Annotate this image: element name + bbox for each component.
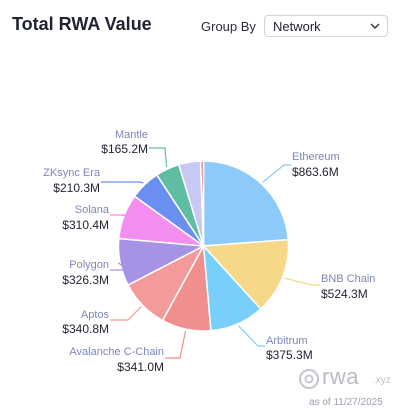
chevron-down-icon xyxy=(370,23,380,29)
slice-label-name: BNB Chain xyxy=(321,273,375,285)
group-by-select[interactable]: Network xyxy=(264,15,388,37)
leader-line xyxy=(284,277,320,286)
group-by-value: Network xyxy=(273,19,321,34)
slice-label-value: $165.2M xyxy=(101,142,148,156)
slice-label-name: Avalanche C-Chain xyxy=(69,346,164,358)
leader-line xyxy=(237,325,265,347)
chart-title: Total RWA Value xyxy=(12,14,152,34)
slice-label-value: $341.0M xyxy=(117,360,164,374)
slice-label-name: Polygon xyxy=(69,259,109,271)
slice-label-name: Mantle xyxy=(115,129,148,141)
slice-label-value: $524.3M xyxy=(321,287,368,301)
watermark-brand: rwa xyxy=(322,364,359,389)
slice-label-value: $310.4M xyxy=(62,218,109,232)
slice-label-value: $863.6M xyxy=(292,165,339,179)
leader-line xyxy=(149,147,168,168)
slice-label-name: Solana xyxy=(75,204,110,216)
leader-line xyxy=(165,331,187,359)
slice-label-name: Ethereum xyxy=(292,151,340,163)
leader-line xyxy=(262,164,291,183)
leader-line xyxy=(110,214,131,217)
slice-label-value: $326.3M xyxy=(62,273,109,287)
pie-slice-other-10[interactable] xyxy=(199,160,205,247)
leader-line xyxy=(110,262,130,271)
watermark-suffix: .xyz xyxy=(373,375,391,386)
slice-label-name: Arbitrum xyxy=(266,335,308,347)
leader-line xyxy=(101,181,144,184)
slice-label-name: ZKsync Era xyxy=(43,167,101,179)
pie-slice-ethereum[interactable] xyxy=(202,160,290,247)
rwa-logo-icon xyxy=(299,369,319,389)
slice-label-value: $210.3M xyxy=(53,181,100,195)
group-by-label: Group By xyxy=(201,19,256,34)
slice-label-value: $375.3M xyxy=(266,348,313,362)
as-of-date: as of 11/27/2025 xyxy=(309,397,383,408)
slice-label-name: Aptos xyxy=(81,309,110,321)
slice-label-value: $340.8M xyxy=(62,322,109,336)
pie-slice-bnb-chain[interactable] xyxy=(201,238,290,310)
leader-line xyxy=(110,306,142,321)
